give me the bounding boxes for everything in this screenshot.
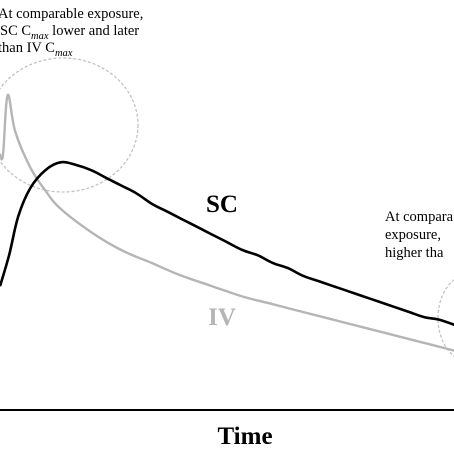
series-line-sc [0, 160, 454, 327]
annotation-subscript: max [31, 31, 49, 42]
annotation-line: higher tha [385, 245, 444, 261]
series-line-iv [0, 93, 454, 352]
annotation-line: At comparable exposure, [0, 6, 143, 22]
annotation-text: higher tha [385, 245, 444, 261]
series-label-sc: SC [206, 191, 238, 218]
annotation-cmax: At comparable exposure,SC Cmax lower and… [0, 6, 143, 59]
annotation-text: SC C [0, 23, 31, 39]
annotation-tail: At compara exposure, higher tha [385, 209, 454, 261]
series-label-iv: IV [208, 304, 236, 331]
series-labels: IV SC [206, 191, 238, 331]
annotation-text: lower and later [49, 23, 140, 39]
cmax-highlight-circle [0, 57, 139, 193]
annotation-line: exposure, [385, 227, 441, 243]
annotation-text: At compara [385, 209, 454, 225]
highlight-circles [0, 57, 454, 357]
annotation-text: exposure, [385, 227, 441, 243]
annotation-line: SC Cmax lower and later [0, 23, 139, 42]
annotation-line: than IV Cmax [0, 40, 73, 59]
series-lines [0, 93, 454, 352]
annotation-text: At comparable exposure, [0, 6, 143, 22]
annotations: At comparable exposure,SC Cmax lower and… [0, 6, 454, 261]
annotation-subscript: max [55, 48, 73, 59]
annotation-line: At compara [385, 209, 454, 225]
annotation-text: than IV C [0, 40, 55, 56]
x-axis-title: Time [217, 423, 272, 450]
